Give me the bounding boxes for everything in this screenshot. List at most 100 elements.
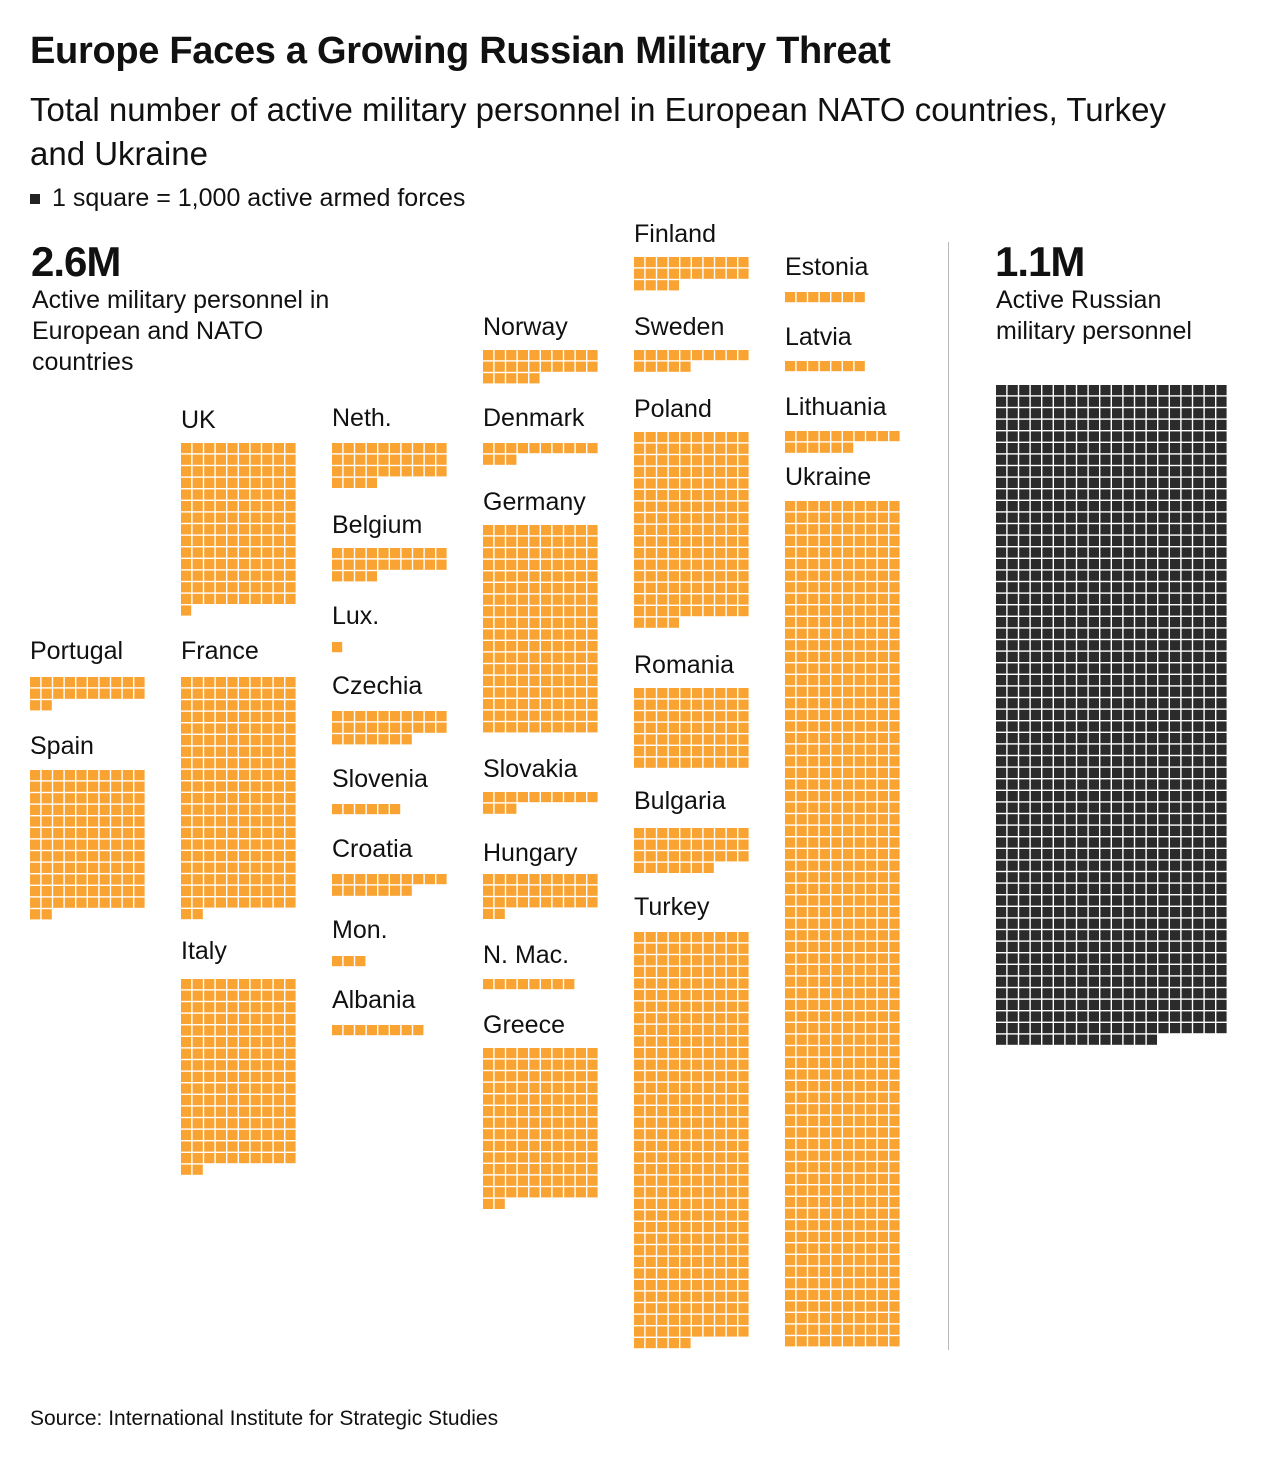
waffle-square [541,1071,552,1082]
waffle-square [634,1071,645,1082]
waffle-square [564,548,575,559]
waffle-square [843,744,854,755]
waffle-square [494,373,505,384]
waffle-square [877,512,888,523]
waffle-square [204,1071,215,1082]
waffle-square [657,1036,668,1047]
waffle-square [843,860,854,871]
waffle-square [889,999,900,1010]
waffle-square [692,1071,703,1082]
waffle-square [854,849,865,860]
waffle-square [494,606,505,617]
waffle-square [877,837,888,848]
waffle-square [715,582,726,593]
waffle-square [1123,779,1134,790]
waffle-square [1158,744,1169,755]
waffle-square [483,1198,494,1209]
waffle-square [703,1106,714,1117]
waffle-square [996,802,1007,813]
waffle-square [1181,419,1192,430]
waffle-square [1158,953,1169,964]
waffle-square [808,872,819,883]
waffle-square [645,1106,656,1117]
waffle-square [854,1162,865,1173]
waffle-square [645,268,656,279]
waffle-square [506,803,517,814]
waffle-square [30,793,41,804]
waffle-square [889,1023,900,1034]
waffle-square [1030,663,1041,674]
waffle-square [215,688,226,699]
waffle-square [1007,965,1018,976]
waffle-square [215,501,226,512]
waffle-square [552,1048,563,1059]
waffle-square [831,431,842,442]
waffle-square [1158,431,1169,442]
waffle-square [575,525,586,536]
waffle-square [796,663,807,674]
waffle-square [680,1059,691,1070]
waffle-square [819,1139,830,1150]
waffle-square [692,1048,703,1059]
waffle-square [831,292,842,303]
waffle-square [1065,744,1076,755]
waffle-square [1007,814,1018,825]
waffle-square [634,571,645,582]
waffle-square [785,849,796,860]
waffle-square [1042,547,1053,558]
country-france-squares [181,677,296,920]
waffle-square [227,1095,238,1106]
waffle-square [1204,953,1215,964]
waffle-square [785,976,796,987]
waffle-square [854,1173,865,1184]
waffle-square [541,536,552,547]
waffle-square [796,593,807,604]
waffle-square [541,792,552,803]
waffle-square [854,593,865,604]
waffle-square [996,582,1007,593]
waffle-square [785,721,796,732]
waffle-square [1100,965,1111,976]
waffle-square [877,1150,888,1161]
waffle-square [889,883,900,894]
waffle-square [192,559,203,570]
waffle-square [889,1150,900,1161]
waffle-square [738,1210,749,1221]
waffle-square [692,688,703,699]
waffle-square [1088,767,1099,778]
waffle-square [1088,686,1099,697]
waffle-square [808,651,819,662]
waffle-square [1030,814,1041,825]
waffle-square [854,1208,865,1219]
waffle-square [111,781,122,792]
waffle-square [1077,477,1088,488]
waffle-square [332,804,343,815]
waffle-square [645,1314,656,1325]
waffle-square [122,770,133,781]
waffle-square [808,1011,819,1022]
waffle-square [239,1071,250,1082]
waffle-square [250,535,261,546]
waffle-square [1007,709,1018,720]
waffle-square [1204,605,1215,616]
waffle-square [227,816,238,827]
waffle-square [494,350,505,361]
waffle-square [796,1243,807,1254]
waffle-square [1100,535,1111,546]
waffle-square [819,640,830,651]
waffle-square [239,1002,250,1013]
waffle-square [796,1336,807,1347]
waffle-square [634,862,645,873]
waffle-square [1204,477,1215,488]
waffle-square [192,593,203,604]
waffle-square [866,756,877,767]
waffle-square [332,454,343,465]
waffle-square [483,874,494,885]
waffle-square [192,979,203,990]
waffle-square [1216,617,1227,628]
waffle-square [181,1037,192,1048]
waffle-square [1112,1011,1123,1022]
waffle-square [715,524,726,535]
waffle-square [1193,825,1204,836]
waffle-square [1181,535,1192,546]
